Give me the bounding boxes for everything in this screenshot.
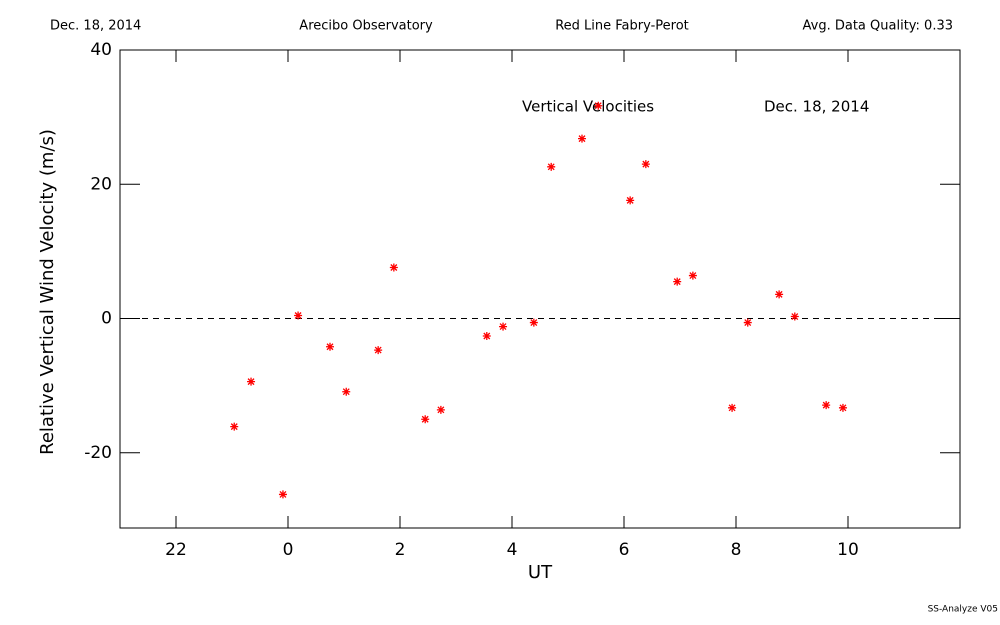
- data-point: [436, 405, 445, 414]
- x-tick-label: 22: [165, 540, 187, 560]
- x-tick-label: 4: [507, 540, 518, 560]
- data-point: [421, 415, 430, 424]
- x-tick-label: 0: [283, 540, 294, 560]
- x-tick-label: 10: [837, 540, 859, 560]
- data-point: [294, 311, 303, 320]
- data-point: [499, 322, 508, 331]
- data-point: [594, 101, 603, 110]
- annotation: Dec. 18, 2014: [764, 98, 869, 116]
- annotation: Vertical Velocities: [522, 98, 654, 116]
- data-point: [278, 490, 287, 499]
- data-point: [775, 290, 784, 299]
- header-quality: Avg. Data Quality: 0.33: [803, 19, 953, 34]
- data-point: [529, 318, 538, 327]
- x-axis-label: UT: [528, 562, 553, 583]
- data-point: [578, 134, 586, 143]
- x-tick-label: 8: [731, 540, 742, 560]
- x-tick-label: 2: [395, 540, 406, 560]
- data-point: [822, 401, 831, 410]
- y-tick-label: 40: [90, 40, 112, 60]
- data-point: [673, 277, 682, 286]
- data-point: [743, 318, 752, 327]
- data-point: [247, 377, 256, 386]
- data-point: [641, 160, 650, 169]
- data-point: [838, 403, 847, 412]
- header-date: Dec. 18, 2014: [50, 19, 141, 34]
- data-point: [230, 422, 239, 431]
- header-instrument: Red Line Fabry-Perot: [555, 19, 689, 34]
- y-axis-label: Relative Vertical Wind Velocity (m/s): [37, 129, 58, 455]
- data-point: [326, 342, 334, 351]
- data-point: [482, 331, 491, 340]
- footer: SS-Analyze V05: [928, 605, 998, 615]
- data-point: [626, 196, 635, 205]
- plot-frame: [119, 49, 961, 529]
- data-point: [728, 403, 737, 412]
- y-tick-label: -20: [84, 443, 112, 463]
- data-point: [688, 271, 697, 280]
- data-point: [374, 346, 383, 355]
- y-tick-label: 20: [90, 174, 112, 194]
- y-tick-label: 0: [101, 309, 112, 329]
- data-point: [790, 312, 799, 321]
- x-tick-label: 6: [619, 540, 630, 560]
- header-site: Arecibo Observatory: [299, 19, 433, 34]
- data-point: [389, 263, 398, 272]
- data-point: [342, 387, 351, 396]
- data-point: [547, 162, 556, 171]
